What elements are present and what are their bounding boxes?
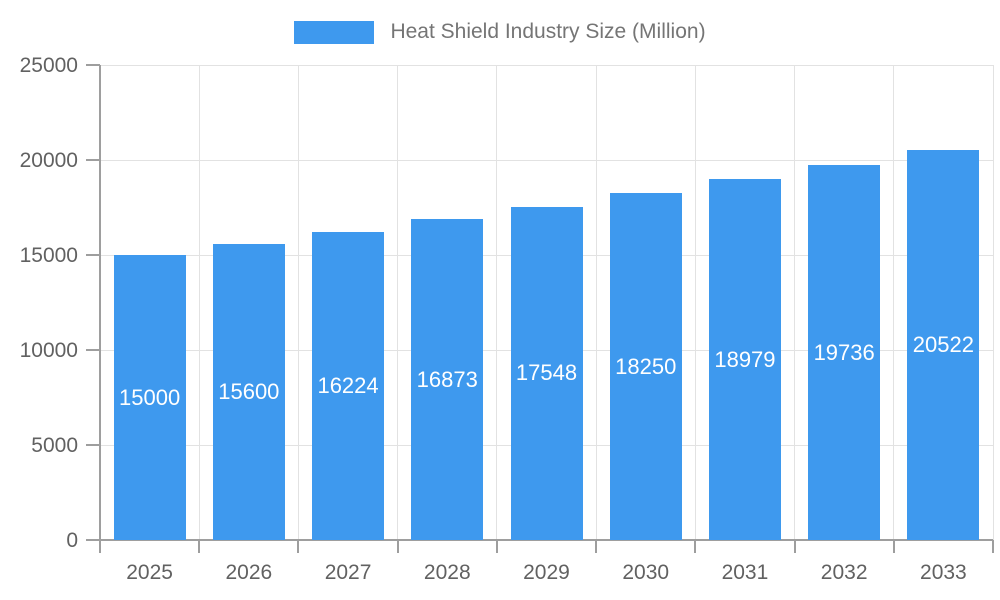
gridline-vertical xyxy=(992,65,994,540)
y-axis-tick-label: 5000 xyxy=(31,433,78,457)
x-axis-tick-label: 2027 xyxy=(324,561,372,584)
x-axis-tick xyxy=(793,540,796,553)
bar-value-label: 17548 xyxy=(515,360,578,386)
x-axis-tick xyxy=(396,540,399,553)
y-axis-tick xyxy=(86,64,100,66)
x-axis-tick-label: 2030 xyxy=(622,561,670,584)
x-axis-tick xyxy=(595,540,598,553)
bar-2029[interactable]: 17548 xyxy=(510,206,583,540)
gridline-vertical xyxy=(794,65,796,540)
gridline-vertical xyxy=(595,65,597,540)
x-axis-tick-label: 2033 xyxy=(920,561,967,584)
chart-legend: Heat Shield Industry Size (Million) xyxy=(0,19,1000,45)
x-axis-tick xyxy=(495,540,498,553)
x-axis-tick xyxy=(198,540,201,553)
bar-value-label: 20522 xyxy=(912,332,974,358)
y-axis-tick xyxy=(86,254,100,256)
x-axis-tick xyxy=(99,540,101,553)
y-axis-line xyxy=(99,65,101,540)
gridline-vertical xyxy=(397,65,399,540)
x-axis-tick-label: 2028 xyxy=(423,561,471,584)
y-axis-tick-label: 10000 xyxy=(19,338,78,362)
bar-2030[interactable]: 18250 xyxy=(609,193,682,540)
bar-2032[interactable]: 19736 xyxy=(808,165,881,540)
y-axis-tick-label: 0 xyxy=(66,528,78,552)
bar-value-label: 18250 xyxy=(615,353,677,379)
x-axis-tick-label: 2026 xyxy=(225,561,273,584)
gridline-vertical xyxy=(198,65,200,540)
x-axis-line xyxy=(86,539,993,541)
x-axis-tick xyxy=(892,540,895,553)
x-axis-tick xyxy=(297,540,300,553)
y-axis-tick xyxy=(86,444,100,446)
gridline-horizontal xyxy=(100,64,993,66)
bar-2026[interactable]: 15600 xyxy=(212,243,285,540)
gridline-vertical xyxy=(694,65,696,540)
bar-2027[interactable]: 16224 xyxy=(312,231,385,540)
x-axis-tick xyxy=(992,540,994,553)
legend-swatch[interactable] xyxy=(294,20,375,44)
y-axis-tick-label: 25000 xyxy=(19,53,78,77)
y-axis-tick xyxy=(86,349,100,351)
x-axis-tick xyxy=(694,540,697,553)
bar-value-label: 16224 xyxy=(317,372,379,398)
y-axis-tick-label: 20000 xyxy=(19,148,78,172)
gridline-horizontal xyxy=(100,159,993,161)
bar-2033[interactable]: 20522 xyxy=(907,150,980,540)
gridline-vertical xyxy=(496,65,498,540)
bar-value-label: 15600 xyxy=(218,378,280,404)
bar-2028[interactable]: 16873 xyxy=(411,219,484,540)
x-axis-tick-label: 2025 xyxy=(126,561,173,584)
y-axis-tick-label: 15000 xyxy=(19,243,78,267)
legend-label[interactable]: Heat Shield Industry Size (Million) xyxy=(390,20,706,43)
x-axis-tick-label: 2032 xyxy=(820,561,868,584)
bar-value-label: 15000 xyxy=(119,384,181,410)
bar-value-label: 16873 xyxy=(416,366,478,392)
y-axis-tick xyxy=(86,159,100,161)
bar-value-label: 19736 xyxy=(813,339,875,365)
x-axis-tick-label: 2031 xyxy=(721,561,769,584)
bar-2031[interactable]: 18979 xyxy=(708,179,781,540)
gridline-vertical xyxy=(893,65,895,540)
x-axis-tick-label: 2029 xyxy=(523,561,570,584)
gridline-vertical xyxy=(297,65,299,540)
bar-2025[interactable]: 15000 xyxy=(113,255,186,540)
bar-value-label: 18979 xyxy=(714,346,776,372)
